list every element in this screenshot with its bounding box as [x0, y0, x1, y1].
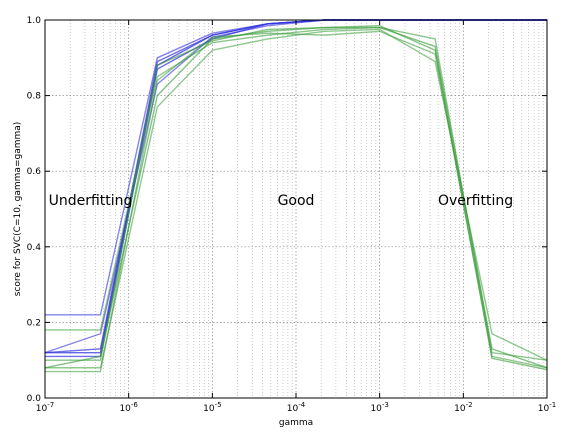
- x-axis-label: gamma: [279, 418, 313, 428]
- annotation-label: Overfitting: [438, 193, 513, 209]
- series-line: [45, 26, 548, 361]
- y-tick-label: 0.0: [27, 394, 42, 404]
- y-axis-label: score for SVC(C=10, gamma=gamma): [13, 122, 23, 297]
- x-tick-label: 10-5: [203, 401, 221, 414]
- y-tick-label: 0.8: [27, 92, 42, 102]
- annotation-label: Underfitting: [49, 193, 133, 209]
- x-tick-label: 10-4: [287, 401, 306, 414]
- y-tick-label: 0.6: [27, 167, 42, 177]
- x-tick-label: 10-3: [370, 401, 388, 414]
- annotations: Underfitting Good Overfitting: [49, 193, 514, 209]
- series-line: [45, 30, 548, 373]
- grid-lines: [44, 19, 548, 399]
- axis-ticks: 10-7 10-6 10-5 10-4 10-3 10-2 10-1 0.0 0.2 0.4 0.6…: [27, 16, 557, 414]
- x-tick-label: 10-6: [119, 401, 138, 414]
- x-tick-label: 10-1: [538, 401, 556, 414]
- x-tick-label: 10-2: [454, 401, 472, 414]
- y-tick-label: 0.4: [27, 243, 42, 253]
- y-tick-label: 0.2: [27, 318, 41, 328]
- x-tick-label: 10-7: [36, 401, 54, 414]
- annotation-label: Good: [278, 193, 315, 209]
- y-tick-label: 1.0: [27, 16, 42, 26]
